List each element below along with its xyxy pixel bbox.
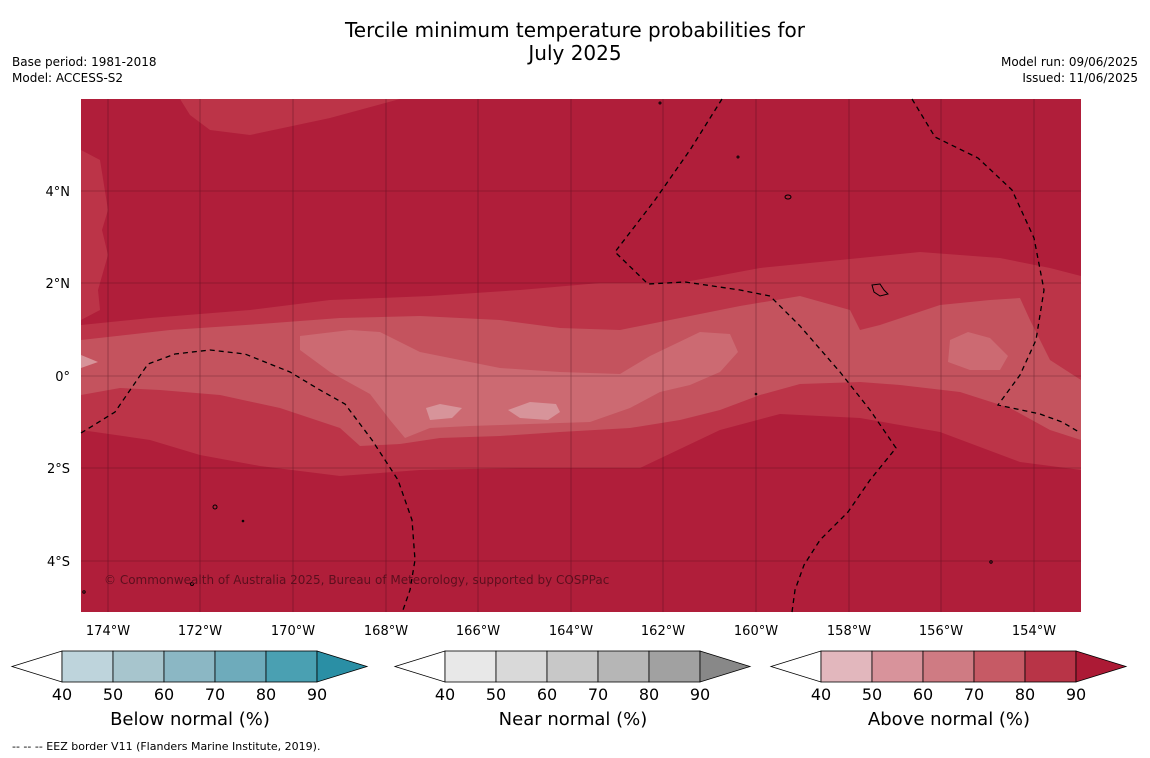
colorbar-near-extend-low bbox=[393, 650, 446, 683]
lat-tick-labels: 4°N 2°N 0° 2°S 4°S bbox=[46, 185, 71, 570]
colorbar-near-tick-1: 50 bbox=[486, 685, 506, 704]
chart-title-line2: July 2025 bbox=[528, 41, 622, 65]
band-40-50-a bbox=[426, 404, 462, 420]
base-period-text: Base period: 1981-2018 bbox=[12, 55, 157, 69]
colorbar-near-tick-5: 90 bbox=[690, 685, 710, 704]
model-text: Model: ACCESS-S2 bbox=[12, 71, 124, 85]
lat-tick-3: 2°S bbox=[47, 462, 70, 477]
colorbar-near-segment-1 bbox=[495, 650, 548, 683]
eez-border-east bbox=[911, 98, 1080, 433]
lon-tick-6: 162°W bbox=[641, 624, 685, 639]
colorbar-above-tick-5: 90 bbox=[1066, 685, 1086, 704]
colorbar-below-tick-2: 60 bbox=[154, 685, 174, 704]
model-run-text: Model run: 09/06/2025 bbox=[1000, 55, 1138, 69]
colorbar-label-above: Above normal (%) bbox=[867, 709, 1031, 730]
eez-border-central bbox=[614, 98, 897, 613]
colorbar-label-below: Below normal (%) bbox=[110, 709, 270, 730]
band-40-50-left bbox=[81, 355, 98, 368]
colorbar-near-segment-3 bbox=[597, 650, 650, 683]
colorbar-above-segment-2 bbox=[922, 650, 975, 683]
colorbar-above-tick-0: 40 bbox=[811, 685, 831, 704]
lon-tick-4: 166°W bbox=[456, 624, 500, 639]
lon-tick-7: 160°W bbox=[734, 624, 778, 639]
band-top-lobe bbox=[180, 99, 400, 135]
colorbar-below-tick-0: 40 bbox=[52, 685, 72, 704]
colorbar-near-segment-4 bbox=[648, 650, 701, 683]
lon-tick-9: 156°W bbox=[919, 624, 963, 639]
chart-title-line1: Tercile minimum temperature probabilitie… bbox=[344, 18, 806, 42]
lon-tick-2: 170°W bbox=[271, 624, 315, 639]
lat-tick-2: 0° bbox=[55, 370, 70, 385]
colorbar-above-segment-1 bbox=[871, 650, 924, 683]
lon-tick-0: 174°W bbox=[86, 624, 130, 639]
lon-tick-5: 164°W bbox=[549, 624, 593, 639]
band-50-60-east bbox=[948, 332, 1008, 370]
colorbar-near-tick-4: 80 bbox=[639, 685, 659, 704]
colorbar-above-tick-4: 80 bbox=[1015, 685, 1035, 704]
band-left-lobe bbox=[81, 150, 108, 320]
colorbar-below-segment-1 bbox=[112, 650, 165, 683]
colorbar-above-tick-3: 70 bbox=[964, 685, 984, 704]
meta-right: Model run: 09/06/2025 Issued: 11/06/2025 bbox=[1001, 54, 1138, 86]
colorbar-below-segment-2 bbox=[163, 650, 216, 683]
map-panel: © Commonwealth of Australia 2025, Bureau… bbox=[80, 98, 1081, 613]
lon-tick-10: 154°W bbox=[1012, 624, 1056, 639]
colorbar-below-extend-low bbox=[10, 650, 63, 683]
colorbar-above-extend-high bbox=[1075, 650, 1128, 683]
colorbar-above-extend-low bbox=[769, 650, 822, 683]
colorbar-above-tick-2: 60 bbox=[913, 685, 933, 704]
colorbar-below: 40 50 60 70 80 90 bbox=[10, 650, 369, 704]
colorbar-below-tick-3: 70 bbox=[205, 685, 225, 704]
colorbar-below-tick-5: 90 bbox=[307, 685, 327, 704]
colorbar-above-segment-0 bbox=[820, 650, 873, 683]
colorbar-below-segment-0 bbox=[61, 650, 114, 683]
colorbar-near-tick-3: 70 bbox=[588, 685, 608, 704]
colorbar-near-tick-2: 60 bbox=[537, 685, 557, 704]
lon-tick-8: 158°W bbox=[827, 624, 871, 639]
band-40-50-b bbox=[508, 402, 560, 420]
copyright-text: © Commonwealth of Australia 2025, Bureau… bbox=[104, 573, 609, 587]
footer-note: -- -- -- EEZ border V11 (Flanders Marine… bbox=[12, 740, 321, 753]
meta-left: Base period: 1981-2018 Model: ACCESS-S2 bbox=[12, 54, 157, 86]
colorbar-near: 40 50 60 70 80 90 bbox=[393, 650, 752, 704]
lat-tick-1: 2°N bbox=[46, 277, 71, 292]
eez-border-west bbox=[80, 349, 416, 611]
colorbar-above: 40 50 60 70 80 90 bbox=[769, 650, 1128, 704]
lon-tick-labels: 174°W 172°W 170°W 168°W 166°W 164°W 162°… bbox=[86, 624, 1056, 639]
eez-borders bbox=[80, 98, 1080, 613]
colorbar-above-segment-3 bbox=[973, 650, 1026, 683]
colorbar-above-tick-1: 50 bbox=[862, 685, 882, 704]
colorbar-below-extend-high bbox=[316, 650, 369, 683]
lat-tick-4: 4°S bbox=[47, 555, 70, 570]
band-50-60 bbox=[300, 330, 738, 438]
colorbar-above-segment-4 bbox=[1024, 650, 1077, 683]
colorbar-near-extend-high bbox=[699, 650, 752, 683]
issued-text: Issued: 11/06/2025 bbox=[1022, 71, 1138, 85]
lon-tick-1: 172°W bbox=[178, 624, 222, 639]
grid-lines bbox=[81, 99, 1081, 612]
islands bbox=[82, 101, 993, 594]
colorbars: 40 50 60 70 80 90 40 50 60 70 80 90 40 50 60 70 80 90 bbox=[10, 650, 1128, 704]
colorbar-below-segment-4 bbox=[265, 650, 318, 683]
lat-tick-0: 4°N bbox=[46, 185, 71, 200]
colorbar-below-tick-4: 80 bbox=[256, 685, 276, 704]
colorbar-near-segment-0 bbox=[444, 650, 497, 683]
colorbar-below-tick-1: 50 bbox=[103, 685, 123, 704]
colorbar-label-near: Near normal (%) bbox=[498, 709, 648, 730]
lon-tick-3: 168°W bbox=[364, 624, 408, 639]
colorbar-below-segment-3 bbox=[214, 650, 267, 683]
colorbar-near-segment-2 bbox=[546, 650, 599, 683]
colorbar-near-tick-0: 40 bbox=[435, 685, 455, 704]
